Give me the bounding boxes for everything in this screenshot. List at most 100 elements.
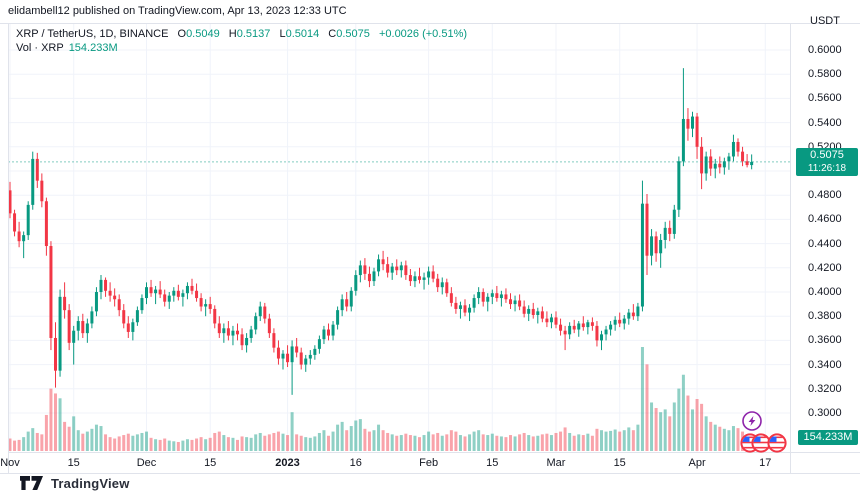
volume-bar: [449, 430, 453, 451]
candle-body: [195, 290, 199, 299]
volume-bar: [622, 430, 626, 451]
candle-body: [44, 201, 48, 247]
time-tick-label: 16: [349, 457, 362, 469]
candle-body: [94, 292, 98, 312]
price-tick-label: 0.5400: [808, 116, 842, 129]
candle-body: [290, 346, 294, 363]
candle-body: [149, 287, 153, 294]
candle-body: [672, 209, 676, 234]
volume-bar: [126, 433, 130, 451]
candle-body: [549, 317, 553, 323]
candle-body: [22, 235, 26, 242]
volume-bar: [267, 434, 271, 451]
price-tick-label: 0.3600: [808, 334, 842, 347]
us-flag-event-icon[interactable]: [767, 433, 787, 453]
candle-body: [509, 299, 512, 305]
volume-bar: [54, 393, 57, 451]
candle-body: [163, 294, 167, 302]
volume-bar: [713, 424, 717, 451]
candle-body: [377, 259, 381, 272]
volume-bar: [722, 428, 726, 451]
volume-bar: [431, 434, 435, 451]
volume-bar: [322, 430, 326, 451]
candle-body: [741, 151, 745, 162]
price-tick-label: 0.3800: [808, 310, 842, 323]
candle-body: [481, 292, 485, 302]
footer-branding[interactable]: TradingView: [20, 476, 130, 491]
time-tick-label: Dec: [136, 457, 157, 469]
volume-bar: [631, 430, 635, 451]
candles: [8, 68, 754, 395]
volume-bar: [99, 426, 103, 451]
volume-bars: [8, 347, 754, 451]
low-label: L: [279, 28, 286, 40]
candle-body: [468, 307, 472, 313]
volume-bar: [559, 431, 563, 451]
volume-bar: [331, 431, 335, 451]
candle-body: [463, 305, 467, 313]
volume-bar: [231, 437, 235, 451]
candle-body: [181, 293, 185, 297]
volume-bar: [304, 437, 308, 451]
candle-body: [381, 259, 385, 265]
candle-body: [336, 310, 340, 325]
volume-bar: [327, 435, 330, 451]
volume-bar: [31, 428, 35, 451]
pane-borders: [0, 23, 860, 474]
candle-body: [313, 348, 317, 355]
symbol-title[interactable]: XRP / TetherUS, 1D, BINANCE: [16, 28, 169, 40]
candle-body: [554, 317, 558, 325]
lightning-event-icon[interactable]: [742, 411, 762, 431]
candle-body: [677, 161, 681, 210]
volume-bar: [522, 432, 526, 451]
attribution-text: elidambell12 published on TradingView.co…: [8, 5, 347, 17]
volume-bar: [386, 432, 390, 451]
candle-body: [490, 293, 494, 297]
candle-body: [204, 304, 208, 307]
candle-body: [49, 246, 53, 338]
candle-body: [395, 266, 399, 271]
volume-bar: [590, 435, 594, 451]
volume-bar: [509, 435, 512, 451]
volume-bar: [222, 435, 226, 451]
candle-body: [440, 282, 444, 288]
volume-bar: [695, 399, 699, 451]
candle-body: [545, 318, 549, 323]
volume-bar: [122, 435, 126, 451]
volume-bar: [190, 439, 194, 451]
candle-body: [650, 236, 654, 256]
candle-body: [654, 236, 658, 254]
volume-bar: [672, 402, 676, 451]
volume-bar: [358, 419, 362, 451]
change-value: +0.0026 (+0.51%): [378, 28, 468, 40]
candle-body: [267, 318, 271, 334]
candle-body: [54, 337, 57, 371]
candle-body: [495, 293, 499, 299]
volume-bar: [445, 434, 449, 451]
volume-bar: [254, 434, 258, 451]
volume-value: 154.233M: [68, 42, 118, 54]
price-tick-label: 0.5800: [808, 68, 842, 81]
price-tick-label: 0.6000: [808, 44, 842, 56]
volume-bar: [586, 433, 590, 451]
us-flag-event-icon[interactable]: [751, 433, 771, 453]
last-price-tag: 0.5075 11:26:18: [796, 148, 858, 176]
candle-body: [522, 306, 526, 314]
volume-bar: [486, 435, 490, 451]
candle-body: [67, 310, 71, 343]
volume-bar: [604, 431, 608, 451]
candle-body: [458, 305, 462, 309]
candle-body: [108, 290, 112, 296]
volume-bar: [17, 439, 21, 451]
volume-bar: [204, 439, 208, 451]
price-tick-label: 0.3200: [808, 382, 842, 395]
bar-countdown: 11:26:18: [807, 163, 847, 174]
volume-bar: [195, 438, 199, 451]
volume-bar: [345, 430, 349, 451]
time-tick-label: 2023: [275, 457, 300, 469]
candle-body: [704, 156, 708, 174]
candle-body: [308, 354, 312, 359]
candle-body: [613, 319, 617, 325]
candle-body: [113, 295, 117, 300]
